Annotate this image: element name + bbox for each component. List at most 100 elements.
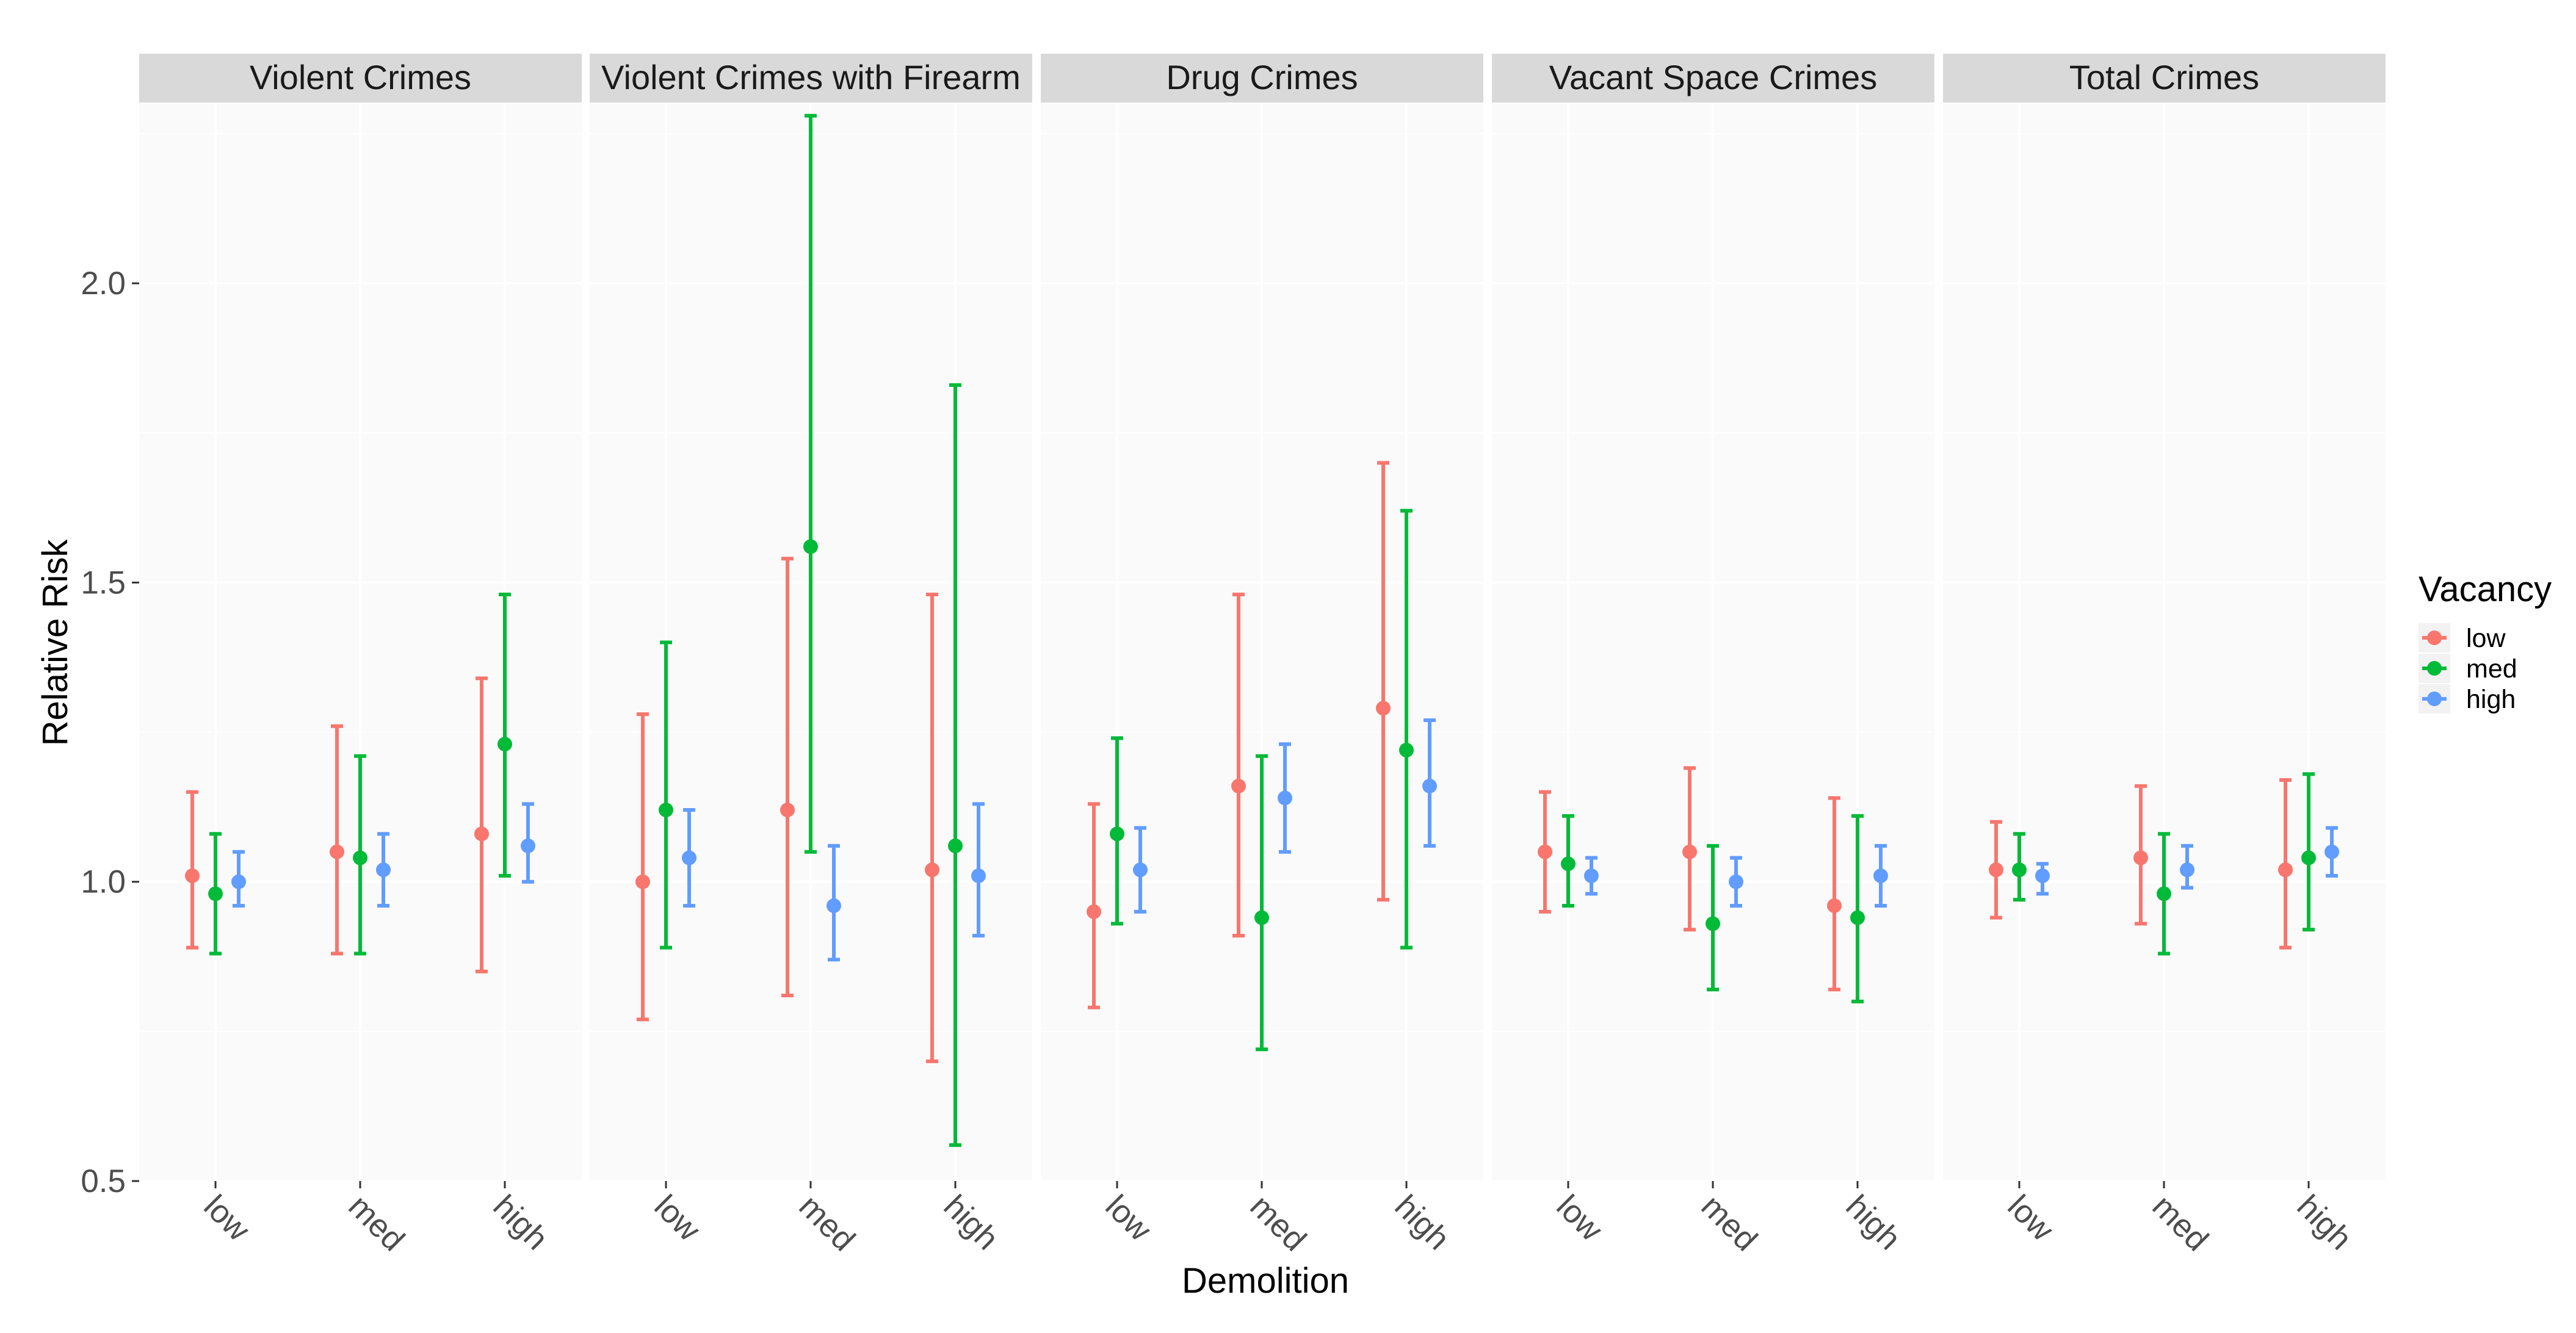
- strip-background: [1041, 54, 1483, 103]
- legend-item-low: low: [2419, 623, 2506, 653]
- errorbar-med-high: [376, 832, 391, 908]
- errorbar-low-med: [2012, 832, 2027, 902]
- legend-label: med: [2466, 654, 2517, 684]
- point-estimate: [635, 874, 650, 889]
- errorbar-med-med: [2157, 832, 2171, 956]
- point-estimate: [2301, 850, 2316, 865]
- legend-title: Vacancy: [2419, 569, 2552, 609]
- point-estimate: [1682, 844, 1697, 859]
- errorbar-low-med: [1561, 814, 1576, 908]
- errorbar-med-med: [803, 114, 818, 854]
- strip-title: Total Crimes: [2069, 58, 2259, 96]
- point-estimate: [497, 737, 512, 752]
- point-estimate: [474, 826, 489, 842]
- errorbar-high-high: [521, 802, 535, 884]
- legend-key-point: [2427, 692, 2442, 706]
- errorbar-high-med: [1850, 814, 1865, 1003]
- point-estimate: [2012, 862, 2027, 878]
- point-estimate: [521, 838, 535, 853]
- point-estimate: [330, 844, 344, 859]
- point-estimate: [1254, 910, 1269, 925]
- legend-item-high: high: [2419, 684, 2516, 714]
- point-estimate: [1422, 778, 1437, 793]
- errorbar-low-med: [208, 832, 223, 956]
- errorbar-high-low: [2278, 778, 2293, 950]
- errorbar-low-med: [659, 640, 673, 950]
- errorbar-high-med: [497, 593, 512, 878]
- errorbar-high-high: [1873, 844, 1888, 908]
- point-estimate: [2035, 868, 2050, 883]
- errorbar-low-high: [1584, 856, 1599, 896]
- y-tick-label: 0.5: [81, 1163, 126, 1199]
- errorbar-low-low: [1989, 820, 2003, 920]
- point-estimate: [1584, 868, 1599, 883]
- legend-key-point: [2427, 630, 2442, 645]
- errorbar-med-high: [2180, 844, 2194, 890]
- errorbar-low-high: [682, 808, 696, 908]
- errorbar-low-high: [231, 850, 246, 908]
- errorbar-high-low: [474, 676, 489, 974]
- point-estimate: [1278, 790, 1292, 806]
- point-estimate: [682, 850, 696, 865]
- point-estimate: [659, 803, 673, 818]
- y-tick-label: 1.5: [81, 565, 126, 601]
- point-estimate: [2133, 850, 2148, 865]
- point-estimate: [780, 803, 795, 818]
- errorbar-high-high: [971, 802, 986, 937]
- point-estimate: [2325, 844, 2339, 859]
- point-estimate: [1087, 904, 1101, 919]
- errorbar-low-low: [185, 790, 200, 950]
- errorbar-high-med: [1399, 508, 1414, 950]
- errorbar-med-high: [1729, 856, 1743, 908]
- point-estimate: [231, 874, 246, 889]
- legend-item-med: med: [2419, 654, 2517, 684]
- strip-title: Violent Crimes with Firearm: [601, 58, 1021, 96]
- point-estimate: [1827, 898, 1842, 913]
- point-estimate: [1231, 778, 1246, 793]
- errorbar-high-low: [1827, 796, 1842, 992]
- y-tick-label: 2.0: [81, 266, 126, 302]
- errorbar-high-med: [2301, 772, 2316, 932]
- point-estimate: [971, 868, 986, 883]
- point-estimate: [1873, 868, 1888, 883]
- point-estimate: [1110, 826, 1124, 842]
- errorbar-low-high: [2035, 862, 2050, 896]
- errorbar-med-med: [1254, 754, 1269, 1052]
- point-estimate: [1133, 862, 1148, 878]
- errorbar-high-med: [948, 383, 963, 1147]
- y-tick-label: 1.0: [81, 864, 126, 900]
- point-estimate: [1376, 701, 1391, 716]
- errorbar-med-high: [1278, 742, 1292, 854]
- errorbar-high-high: [1422, 718, 1437, 848]
- point-estimate: [185, 868, 200, 883]
- errorbar-med-low: [330, 724, 344, 956]
- strip-title: Vacant Space Crimes: [1549, 58, 1877, 96]
- errorbar-med-low: [1231, 593, 1246, 937]
- errorbar-med-high: [827, 844, 841, 962]
- strip-title: Violent Crimes: [250, 58, 471, 96]
- errorbar-low-low: [1087, 802, 1101, 1010]
- x-axis-title: Demolition: [1182, 1261, 1349, 1301]
- point-estimate: [376, 862, 391, 878]
- y-axis: 0.5 1.0 1.5 2.0: [81, 266, 139, 1199]
- errorbar-low-low: [635, 712, 650, 1022]
- errorbar-high-high: [2325, 826, 2339, 878]
- errorbar-med-med: [353, 754, 367, 956]
- strip-background: [1943, 54, 2386, 103]
- errorbar-med-low: [1682, 766, 1697, 932]
- strip-background: [1492, 54, 1934, 103]
- point-estimate: [1538, 844, 1552, 859]
- legend-label: low: [2466, 624, 2506, 653]
- point-estimate: [1706, 916, 1720, 931]
- point-estimate: [2180, 862, 2194, 878]
- strip-background: [139, 54, 582, 103]
- errorbar-low-high: [1133, 826, 1148, 914]
- errorbar-med-med: [1706, 844, 1720, 992]
- point-estimate: [1561, 856, 1576, 872]
- point-estimate: [353, 850, 367, 865]
